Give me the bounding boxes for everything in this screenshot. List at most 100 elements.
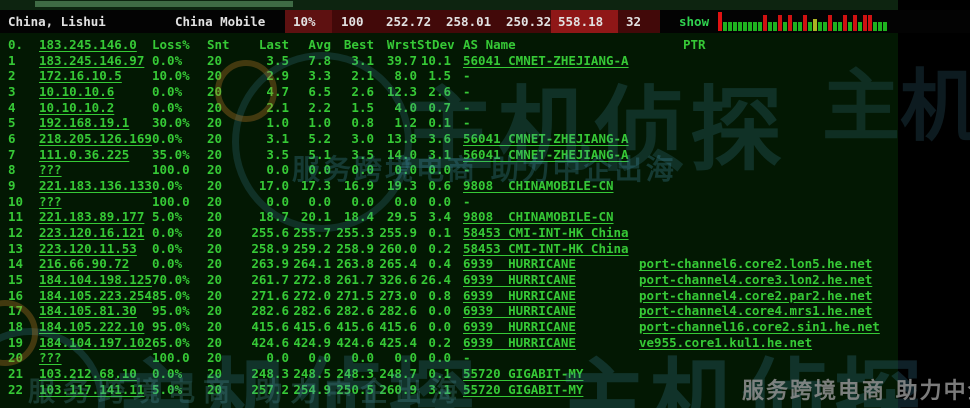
hop-ptr[interactable] xyxy=(639,225,898,241)
table-row: 15 184.104.198.125 70.0% 20 261.7 272.8 … xyxy=(0,272,898,288)
hop-asname[interactable]: - xyxy=(463,99,471,115)
right-black-column xyxy=(898,0,970,408)
hop-asname[interactable]: 56041 CMNET-ZHEJIANG-A xyxy=(463,146,629,162)
hop-ptr[interactable] xyxy=(639,178,898,194)
hop-ptr[interactable] xyxy=(639,53,898,69)
hop-ptr[interactable] xyxy=(639,162,898,178)
hop-asname[interactable]: 9808 CHINAMOBILE-CN xyxy=(463,209,614,225)
sparkline-bar xyxy=(803,15,807,31)
hop-asname[interactable]: 55720 GIGABIT-MY xyxy=(463,381,584,397)
hop-snt: 20 xyxy=(207,178,223,194)
hop-wrst: 0.0 xyxy=(394,350,417,366)
hop-ip[interactable]: 192.168.19.1 xyxy=(39,115,130,131)
hop-snt: 20 xyxy=(207,84,223,100)
hop-ptr[interactable] xyxy=(639,68,898,84)
hop-ptr[interactable] xyxy=(639,382,898,398)
hop-ptr[interactable] xyxy=(639,194,898,210)
hop-snt: 20 xyxy=(207,131,223,147)
hop-avg: 20.1 xyxy=(300,209,331,225)
hop-asname[interactable]: - xyxy=(463,68,471,84)
hop-ip[interactable]: 172.16.10.5 xyxy=(39,68,122,84)
hop-ip[interactable]: 10.10.10.6 xyxy=(39,84,115,100)
hop-last: 263.9 xyxy=(251,256,289,272)
hop-asname[interactable]: 56041 CMNET-ZHEJIANG-A xyxy=(463,52,629,68)
hop-asname[interactable]: 9808 CHINAMOBILE-CN xyxy=(463,178,614,194)
hop-snt: 20 xyxy=(207,225,223,241)
hop-last: 0.0 xyxy=(266,350,289,366)
hop-ip[interactable]: ??? xyxy=(39,162,62,178)
hop-asname[interactable]: 6939 HURRICANE xyxy=(463,272,576,288)
hop-ip[interactable]: 103.117.141.11 xyxy=(39,381,145,397)
hop-ip[interactable]: 218.205.126.169 xyxy=(39,131,152,147)
hop-asname[interactable]: - xyxy=(463,115,471,131)
table-row: 2 172.16.10.5 10.0% 20 2.9 3.3 2.1 8.0 1… xyxy=(0,68,898,84)
hop-ip[interactable]: 221.183.136.133 xyxy=(39,178,152,194)
hop-ptr[interactable] xyxy=(639,84,898,100)
hop-ptr[interactable] xyxy=(639,209,898,225)
hop-ptr[interactable]: port-channel4.core2.par2.he.net xyxy=(639,287,873,303)
source-ip[interactable]: 183.245.146.0 xyxy=(39,37,137,52)
hop-ip[interactable]: 223.120.11.53 xyxy=(39,240,137,256)
hop-ptr[interactable]: ve955.core1.kul1.he.net xyxy=(639,334,813,350)
hop-avg: 415.6 xyxy=(293,319,331,335)
hop-avg: 3.3 xyxy=(308,68,331,84)
hop-snt: 20 xyxy=(207,319,223,335)
hop-ptr[interactable]: port-channel16.core2.sin1.he.net xyxy=(639,319,880,335)
hop-ip[interactable]: 184.105.81.30 xyxy=(39,303,137,319)
hop-loss: 0.0% xyxy=(152,225,183,241)
hop-ptr[interactable]: port-channel4.core4.mrs1.he.net xyxy=(639,303,873,319)
hop-ip[interactable]: 184.105.223.254 xyxy=(39,287,152,303)
hop-ptr[interactable]: port-channel4.core3.lon2.he.net xyxy=(639,272,873,288)
hop-ip[interactable]: 184.105.222.10 xyxy=(39,319,145,335)
hop-stdev: 3.1 xyxy=(428,381,451,397)
hop-snt: 20 xyxy=(207,287,223,303)
hop-asname[interactable]: 6939 HURRICANE xyxy=(463,287,576,303)
hop-ptr[interactable] xyxy=(639,350,898,366)
hop-ptr[interactable] xyxy=(639,131,898,147)
hop-ip[interactable]: 216.66.90.72 xyxy=(39,256,130,272)
hop-ptr[interactable] xyxy=(639,115,898,131)
hop-asname[interactable]: 58453 CMI-INT-HK China xyxy=(463,240,629,256)
show-link[interactable]: show xyxy=(679,14,710,29)
hop-ip[interactable]: 221.183.89.177 xyxy=(39,209,145,225)
hop-avg: 272.8 xyxy=(293,272,331,288)
sparkline-bar xyxy=(773,22,777,31)
hop-ptr[interactable] xyxy=(639,147,898,163)
hop-asname[interactable]: 6939 HURRICANE xyxy=(463,334,576,350)
hop-asname[interactable]: 6939 HURRICANE xyxy=(463,303,576,319)
hop-wrst: 415.6 xyxy=(379,319,417,335)
hop-ip[interactable]: 111.0.36.225 xyxy=(39,146,130,162)
hop-ptr[interactable]: port-channel6.core2.lon5.he.net xyxy=(639,256,873,272)
hop-wrst: 255.9 xyxy=(379,225,417,241)
hop-asname[interactable]: - xyxy=(463,162,471,178)
hop-ptr[interactable] xyxy=(639,100,898,116)
hop-avg: 272.0 xyxy=(293,287,331,303)
hop-ip[interactable]: 103.212.68.10 xyxy=(39,366,137,382)
hop-asname[interactable]: 56041 CMNET-ZHEJIANG-A xyxy=(463,131,629,147)
hop-asname[interactable]: 55720 GIGABIT-MY xyxy=(463,366,584,382)
hop-asname[interactable]: - xyxy=(463,350,471,366)
hop-asname[interactable]: - xyxy=(463,84,471,100)
hop-ip[interactable]: 223.120.16.121 xyxy=(39,225,145,241)
table-row: 19 184.104.197.102 65.0% 20 424.6 424.9 … xyxy=(0,335,898,351)
hop-ip[interactable]: ??? xyxy=(39,350,62,366)
hop-ip[interactable]: 10.10.10.2 xyxy=(39,99,115,115)
hop-ptr[interactable] xyxy=(639,241,898,257)
hop-index: 16 xyxy=(8,287,24,303)
hop-asname[interactable]: 6939 HURRICANE xyxy=(463,256,576,272)
sparkline-bar xyxy=(728,22,732,31)
hop-asname[interactable]: 58453 CMI-INT-HK China xyxy=(463,225,629,241)
table-row: 5 192.168.19.1 30.0% 20 1.0 1.0 0.8 1.2 … xyxy=(0,115,898,131)
hop-ptr[interactable] xyxy=(639,366,898,382)
hop-ip[interactable]: 184.104.198.125 xyxy=(39,272,152,288)
hop-index: 8 xyxy=(8,162,16,178)
hop-ip[interactable]: 184.104.197.102 xyxy=(39,334,152,350)
hop-asname[interactable]: 6939 HURRICANE xyxy=(463,319,576,335)
hop-ip[interactable]: 183.245.146.97 xyxy=(39,52,145,68)
hop-asname[interactable]: - xyxy=(463,193,471,209)
hop-ip[interactable]: ??? xyxy=(39,193,62,209)
hop-avg: 424.9 xyxy=(293,334,331,350)
hop-best: 0.0 xyxy=(351,193,374,209)
table-row: 22 103.117.141.11 5.0% 20 257.2 254.9 25… xyxy=(0,382,898,398)
hop-loss: 0.0% xyxy=(152,256,183,272)
